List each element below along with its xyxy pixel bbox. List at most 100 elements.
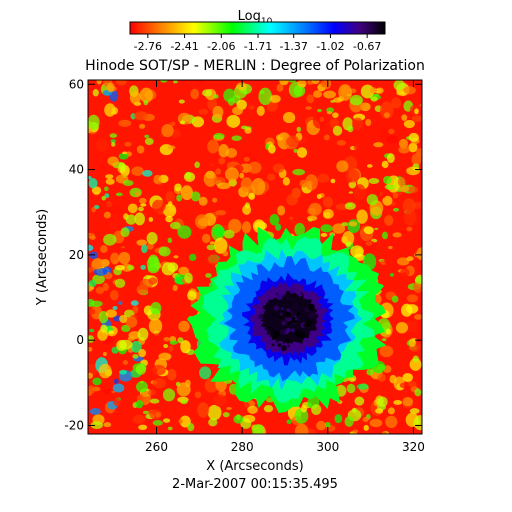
umbra-texture: [291, 286, 297, 292]
map-blob: [294, 423, 309, 434]
map-blob: [113, 397, 122, 406]
map-blob: [311, 404, 322, 415]
map-blob: [98, 164, 106, 171]
map-blob: [409, 358, 422, 371]
map-blob: [118, 153, 129, 160]
map-blob: [317, 108, 322, 113]
map-blob: [103, 233, 117, 246]
map-blob: [138, 424, 148, 431]
map-blob: [288, 80, 296, 83]
map-blob: [173, 255, 179, 259]
map-blob: [167, 237, 173, 243]
map-blob: [414, 276, 422, 285]
map-blob: [178, 266, 189, 276]
map-blob: [90, 300, 103, 307]
map-blob: [226, 406, 232, 410]
map-blob: [146, 256, 160, 272]
map-blob: [115, 192, 123, 197]
date-footer: 2-Mar-2007 00:15:35.495: [172, 477, 338, 492]
map-blob: [122, 179, 134, 187]
umbra-texture: [292, 303, 299, 310]
map-blob: [213, 237, 228, 254]
map-blob: [226, 114, 241, 128]
umbra-texture: [288, 321, 292, 325]
map-blob: [116, 339, 127, 351]
map-blob: [166, 368, 177, 381]
map-blob: [347, 125, 354, 133]
map-blob: [206, 244, 216, 251]
map-blob: [251, 177, 266, 196]
map-blob: [370, 96, 378, 102]
umbra-texture: [279, 312, 283, 316]
map-blob: [132, 414, 146, 424]
umbra-texture: [307, 303, 315, 311]
map-blob: [236, 82, 248, 91]
umbra-texture: [271, 343, 275, 347]
map-blob: [311, 80, 320, 85]
umbra-texture: [273, 305, 280, 311]
map-blob: [95, 138, 109, 152]
map-blob: [345, 241, 352, 247]
map-blob: [399, 382, 409, 389]
map-blob: [91, 258, 104, 270]
map-blob: [332, 223, 346, 234]
map-blob: [392, 192, 399, 199]
map-blob: [218, 157, 226, 165]
map-blob: [215, 168, 222, 175]
map-blob: [190, 191, 201, 202]
map-blob: [362, 240, 377, 253]
map-blob: [135, 364, 147, 375]
map-blob: [403, 209, 417, 226]
x-tick-label: 260: [145, 440, 168, 454]
map-blob: [149, 409, 162, 420]
map-blob: [243, 402, 250, 410]
map-blob: [232, 106, 243, 115]
map-blob: [248, 192, 255, 200]
map-blob: [184, 379, 191, 388]
map-blob: [129, 187, 142, 198]
map-blob: [363, 424, 369, 431]
map-blob: [118, 301, 123, 305]
umbra-texture: [309, 312, 316, 319]
map-blob: [177, 225, 192, 239]
map-blob: [138, 349, 147, 358]
map-blob: [213, 133, 225, 140]
colorbar-tick-label: -1.71: [244, 40, 272, 53]
map-blob: [369, 87, 378, 94]
y-tick-label: 40: [69, 163, 84, 177]
map-blob: [105, 309, 117, 318]
umbra-texture: [281, 320, 287, 326]
map-blob: [382, 195, 393, 206]
map-blob: [414, 314, 422, 320]
map-blob: [111, 390, 116, 393]
map-blob: [100, 245, 108, 253]
umbra-texture: [275, 293, 283, 301]
map-blob: [91, 206, 96, 213]
x-tick-label: 280: [231, 440, 254, 454]
map-blob: [199, 366, 212, 380]
map-blob: [104, 186, 109, 192]
map-blob: [391, 97, 402, 109]
map-blob: [207, 404, 222, 421]
map-blob: [154, 175, 159, 180]
map-blob: [225, 167, 239, 182]
map-blob: [416, 148, 422, 157]
map-blob: [254, 221, 267, 230]
map-blob: [108, 222, 118, 230]
map-blob: [248, 105, 255, 110]
map-blob: [384, 184, 395, 190]
map-blob: [172, 80, 178, 84]
map-blob: [176, 194, 183, 202]
map-blob: [190, 88, 200, 100]
map-blob: [258, 87, 272, 106]
map-blob: [330, 178, 336, 184]
map-blob: [169, 221, 181, 230]
map-blob: [172, 284, 178, 292]
map-blob: [292, 168, 306, 176]
colorbar-tick-label: -2.06: [207, 40, 235, 53]
sunspot: [186, 226, 387, 413]
map-blob: [241, 221, 252, 234]
map-blob: [213, 94, 219, 99]
umbra-texture: [297, 312, 301, 316]
map-blob: [242, 204, 252, 215]
